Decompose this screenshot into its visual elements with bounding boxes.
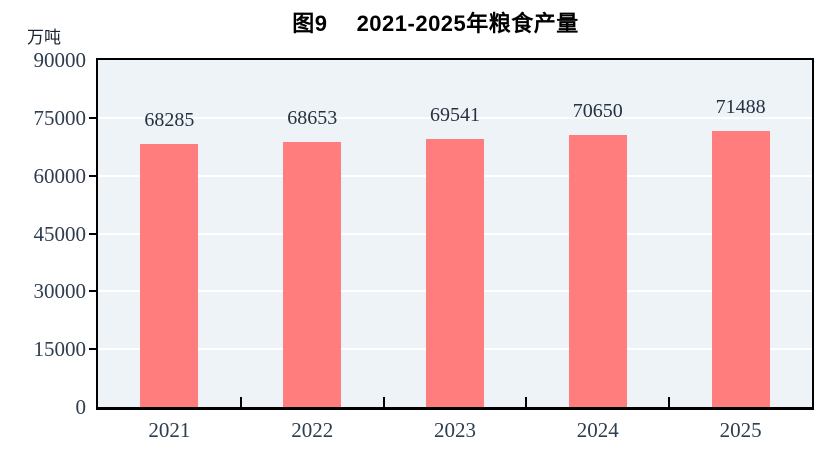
plot-area: 68285 68653 69541 70650 71488 — [96, 58, 814, 410]
y-axis-tick-label: 30000 — [33, 279, 87, 304]
x-axis-tick-mark — [668, 397, 671, 407]
y-axis-tick-mark — [89, 290, 96, 293]
y-axis-tick-label: 15000 — [33, 337, 87, 362]
y-axis-tick-label: 0 — [75, 395, 87, 419]
bar-value-label: 68653 — [287, 107, 338, 130]
y-axis-tick-mark — [89, 116, 96, 119]
y-axis-tick-mark — [89, 174, 96, 177]
bar-2021 — [140, 143, 199, 407]
bar-2023 — [426, 138, 484, 407]
y-axis-tick-mark — [89, 348, 96, 351]
y-axis-tick-mark — [89, 232, 96, 235]
y-axis-tick-label: 90000 — [33, 48, 87, 72]
x-axis-tick-label: 2025 — [719, 418, 762, 442]
x-axis-tick-label: 2023 — [434, 418, 476, 442]
bar-2025 — [711, 131, 770, 407]
x-axis-tick-mark — [239, 397, 242, 407]
bar-value-label: 71488 — [715, 96, 766, 119]
y-axis-tick-label: 60000 — [33, 163, 87, 188]
y-axis-tick-label: 75000 — [33, 105, 87, 130]
bar-value-label: 69541 — [430, 103, 480, 126]
x-axis-tick-label: 2021 — [148, 418, 191, 442]
x-axis-tick-label: 2022 — [291, 418, 334, 442]
bar-2022 — [283, 142, 342, 407]
gridline — [98, 116, 812, 119]
y-axis-unit-label: 万吨 — [27, 28, 61, 47]
bar-value-label: 68285 — [144, 108, 195, 131]
x-axis-tick-mark — [525, 397, 528, 407]
y-axis-tick-label: 45000 — [33, 221, 87, 246]
bar-value-label: 70650 — [572, 99, 623, 122]
x-axis-tick-mark — [382, 397, 385, 407]
bar-2024 — [568, 134, 627, 407]
chart-title: 图9 2021-2025年粮食产量 — [292, 11, 579, 36]
x-axis-tick-label: 2024 — [576, 418, 619, 442]
